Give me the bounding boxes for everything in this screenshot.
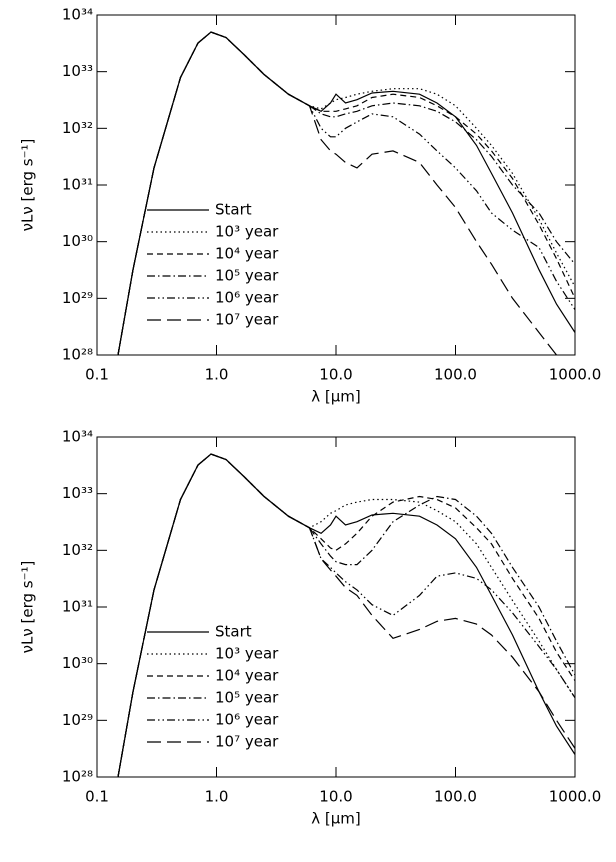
x-tick-label: 1.0 bbox=[205, 788, 229, 806]
x-tick-label: 100.0 bbox=[434, 366, 477, 384]
chart: 0.1 1.0 10.0 100.0 1000.0 10²⁸ 10²⁹ 10³⁰ 10³¹ 10³… bbox=[19, 6, 602, 406]
legend-label: 10⁶ year bbox=[215, 289, 279, 307]
x-tick-label: 1000.0 bbox=[549, 788, 602, 806]
lines bbox=[117, 453, 575, 777]
plot-frame bbox=[96, 14, 576, 356]
y-axis-label: νLν [erg s⁻¹] bbox=[19, 561, 37, 654]
legend-label: 10⁴ year bbox=[215, 667, 279, 685]
series-line bbox=[117, 31, 575, 355]
y-tick-label: 10³¹ bbox=[62, 598, 93, 616]
legend-label: 10³ year bbox=[215, 645, 279, 663]
x-axis-label: λ [μm] bbox=[311, 388, 361, 406]
legend-label: 10³ year bbox=[215, 223, 279, 241]
legend-label: 10⁷ year bbox=[215, 311, 279, 329]
chart: 0.1 1.0 10.0 100.0 1000.0 10²⁸ 10²⁹ 10³⁰ 10³¹ 10³… bbox=[19, 428, 602, 828]
y-tick-label: 10³⁰ bbox=[62, 654, 93, 672]
lines bbox=[117, 31, 575, 355]
series-line bbox=[117, 31, 557, 355]
legend-label: Start bbox=[215, 623, 252, 641]
y-tick-label: 10³⁰ bbox=[62, 232, 93, 250]
x-tick-label: 1.0 bbox=[205, 366, 229, 384]
x-tick-label: 10.0 bbox=[319, 788, 352, 806]
x-tick-label: 100.0 bbox=[434, 788, 477, 806]
series-line bbox=[117, 453, 575, 777]
y-tick-label: 10³⁴ bbox=[62, 6, 93, 24]
y-tick-label: 10²⁸ bbox=[62, 768, 93, 786]
y-tick-label: 10²⁹ bbox=[62, 711, 93, 729]
y-tick-label: 10²⁹ bbox=[62, 289, 93, 307]
y-tick-label: 10³² bbox=[62, 541, 93, 559]
series-line bbox=[117, 453, 575, 777]
x-tick-label: 1000.0 bbox=[549, 366, 602, 384]
y-tick-label: 10²⁸ bbox=[62, 346, 93, 364]
y-tick-label: 10³⁴ bbox=[62, 428, 93, 446]
plot-frame bbox=[96, 436, 576, 778]
legend-label: 10⁵ year bbox=[215, 267, 279, 285]
legend-label: 10⁴ year bbox=[215, 245, 279, 263]
series-line bbox=[117, 453, 575, 777]
series-line bbox=[117, 453, 575, 777]
legend-label: 10⁷ year bbox=[215, 733, 279, 751]
series-line bbox=[117, 31, 575, 355]
y-tick-label: 10³¹ bbox=[62, 176, 93, 194]
series-line bbox=[117, 453, 575, 777]
series-line bbox=[117, 31, 575, 355]
y-tick-label: 10³³ bbox=[62, 484, 93, 502]
legend-label: 10⁵ year bbox=[215, 689, 279, 707]
y-tick-label: 10³³ bbox=[62, 62, 93, 80]
y-tick-label: 10³² bbox=[62, 119, 93, 137]
y-axis-label: νLν [erg s⁻¹] bbox=[19, 139, 37, 232]
series-line bbox=[117, 31, 575, 355]
x-tick-label: 0.1 bbox=[85, 366, 109, 384]
legend-label: Start bbox=[215, 201, 252, 219]
x-tick-label: 10.0 bbox=[319, 366, 352, 384]
legend-label: 10⁶ year bbox=[215, 711, 279, 729]
series-line bbox=[117, 31, 575, 355]
series-line bbox=[117, 453, 575, 777]
x-tick-label: 0.1 bbox=[85, 788, 109, 806]
x-axis-label: λ [μm] bbox=[311, 810, 361, 828]
